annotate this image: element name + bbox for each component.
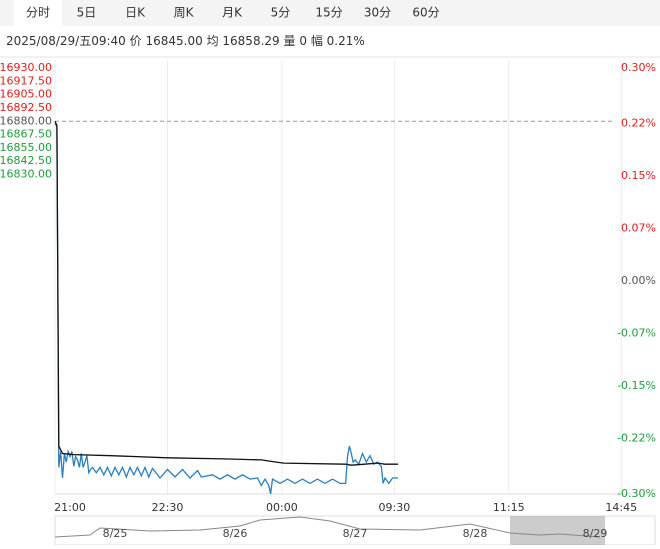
tab-bar: [0, 0, 660, 26]
y-tick-label: 16855.00: [0, 141, 52, 154]
tab[interactable]: 60分: [412, 6, 439, 20]
x-tick-label: 14:45: [605, 501, 637, 514]
y2-tick-label: -0.15%: [617, 379, 656, 392]
tab[interactable]: 周K: [174, 6, 195, 20]
x-tick-label: 00:00: [266, 501, 298, 514]
navigator-window: [510, 516, 605, 545]
price-line: [54, 123, 399, 495]
navigator-label: 8/25: [103, 527, 128, 540]
info-label: 幅: [311, 33, 323, 48]
y2-tick-label: -0.22%: [617, 432, 656, 445]
info-amp: 0.21%: [327, 34, 365, 48]
x-tick-label: 11:15: [493, 501, 525, 514]
y2-tick-label: -0.30%: [617, 487, 656, 500]
y2-tick-label: 0.07%: [621, 221, 656, 234]
y2-tick-label: 0.15%: [621, 169, 656, 182]
info-time: 2025/08/29/五09:40: [6, 34, 126, 48]
info-price: 16845.00: [145, 34, 202, 48]
tab[interactable]: 分时: [26, 6, 50, 20]
y-tick-label: 16930.00: [0, 61, 52, 74]
x-tick-label: 22:30: [152, 501, 184, 514]
info-label: 量: [284, 34, 296, 48]
y2-tick-label: 0.30%: [621, 61, 656, 74]
tab[interactable]: 日K: [125, 6, 146, 20]
y-tick-label: 16830.00: [0, 168, 52, 181]
y2-tick-label: 0.00%: [621, 274, 656, 287]
info-line: 2025/08/29/五09:40 价 16845.00 均 16858.29 …: [6, 33, 365, 48]
y-tick-label: 16842.50: [0, 154, 52, 167]
navigator-label: 8/29: [583, 527, 608, 540]
y-tick-label: 16905.00: [0, 88, 52, 101]
info-label: 均: [207, 34, 219, 48]
price-line: [54, 121, 399, 466]
tab[interactable]: 15分: [315, 6, 342, 20]
y-tick-label: 16880.00: [0, 114, 52, 127]
tab[interactable]: 5分: [271, 6, 291, 20]
tab[interactable]: 月K: [222, 6, 243, 20]
active-tab: [14, 0, 62, 26]
y-tick-label: 16892.50: [0, 101, 52, 114]
x-tick-label: 21:00: [54, 501, 86, 514]
y-tick-label: 16917.50: [0, 74, 52, 87]
info-avg: 16858.29: [222, 34, 279, 48]
info-vol: 0: [299, 34, 307, 48]
navigator-label: 8/26: [223, 527, 248, 540]
y2-tick-label: 0.22%: [621, 116, 656, 129]
y2-tick-label: -0.07%: [617, 327, 656, 340]
tab[interactable]: 5日: [77, 6, 97, 20]
y-tick-label: 16867.50: [0, 128, 52, 141]
navigator-label: 8/28: [463, 527, 488, 540]
info-label: 价: [130, 34, 142, 48]
navigator-sparkline: [54, 516, 601, 538]
navigator-label: 8/27: [343, 527, 368, 540]
x-tick-label: 09:30: [379, 501, 411, 514]
tab[interactable]: 30分: [364, 6, 391, 20]
